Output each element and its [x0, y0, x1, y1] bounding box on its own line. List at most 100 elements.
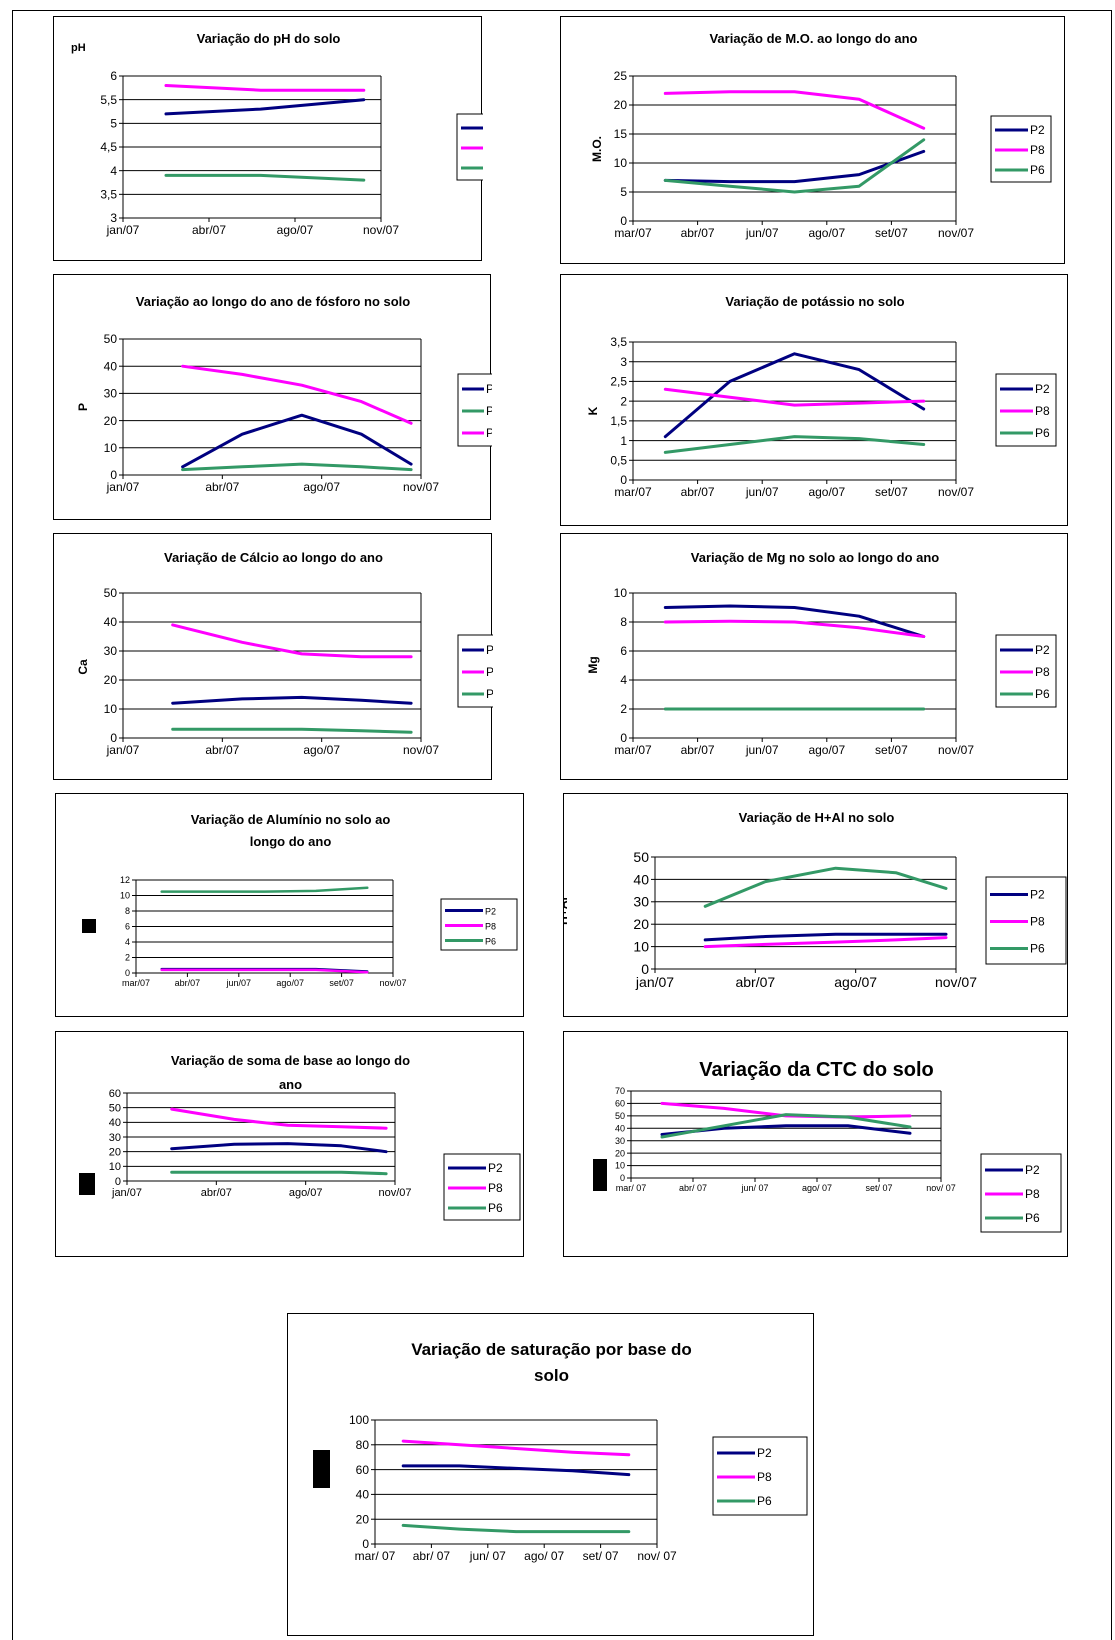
legend-label: P2: [488, 1161, 503, 1175]
y-tick-label: 60: [615, 1099, 625, 1109]
chart-hal: Variação de H+Al no solo 0 10 20 30 40 50 jan/0…: [563, 793, 1068, 1017]
x-tick-label: ago/07: [808, 743, 845, 757]
x-tick-label: ago/07: [277, 223, 314, 237]
series-line-p6: [171, 727, 413, 734]
y-tick-label: 6: [620, 644, 627, 658]
y-tick-label: 0: [620, 1173, 625, 1183]
x-tick-label: nov/07: [403, 743, 439, 757]
x-tick-label: jun/07: [745, 485, 779, 499]
chart-ctc-svg: Variação da CTC do solo 0 10 20 30 40 50 60 70 ma…: [593, 1059, 1062, 1233]
legend-label: P2: [1030, 888, 1045, 902]
y-tick-label: 40: [109, 1117, 121, 1129]
legend-label: P8: [486, 665, 493, 679]
legend-label: P2: [486, 382, 492, 396]
chart-title: Variação de Alumínio no solo ao: [191, 812, 391, 827]
y-label-box: [82, 919, 96, 933]
legend-label: P6: [1035, 687, 1050, 701]
legend-label: P6: [1030, 942, 1045, 956]
y-tick-label: 3,5: [610, 335, 627, 349]
series-line-p6: [160, 886, 369, 893]
y-tick-label: 8: [125, 906, 130, 916]
series-line-p2: [663, 149, 926, 184]
y-tick-label: 20: [633, 916, 649, 932]
chart-k-svg: Variação de potássio no solo 0 0,5 1 1,5 2 2,5…: [586, 294, 1057, 499]
y-tick-label: 30: [633, 894, 649, 910]
y-tick-label: 6: [110, 69, 117, 83]
x-tick-label: ago/07: [808, 226, 845, 240]
x-tick-label: ago/ 07: [524, 1549, 564, 1563]
y-tick-label: 50: [109, 1103, 121, 1115]
y-tick-label: 20: [614, 98, 628, 112]
chart-v-svg: Variação de saturação por base do solo 0 20…: [313, 1340, 808, 1563]
y-tick-label: 70: [615, 1086, 625, 1096]
x-tick-label: set/07: [875, 743, 908, 757]
series-line-p2: [401, 1464, 631, 1477]
x-tick-label: nov/ 07: [926, 1183, 956, 1193]
x-tick-label: jan/07: [635, 974, 674, 990]
chart-hal-content: Variação de H+Al no solo 0 10 20 30 40 50 jan/0…: [564, 810, 1067, 990]
y-tick-label: 20: [109, 1147, 121, 1159]
y-tick-label: 40: [615, 1123, 625, 1133]
legend-label: P8: [1025, 1187, 1040, 1201]
y-tick-label: 4,5: [100, 140, 117, 154]
y-tick-label: 4: [125, 937, 130, 947]
x-tick-label: ago/ 07: [802, 1183, 832, 1193]
legend-label: P2: [486, 643, 493, 657]
chart-v-content: Variação de saturação por base do solo 0 20…: [313, 1340, 808, 1563]
series-line-p6: [181, 462, 413, 472]
x-tick-label: jan/07: [106, 743, 140, 757]
chart-title: solo: [534, 1366, 569, 1385]
y-tick-label: 10: [104, 441, 118, 455]
x-tick-label: abr/07: [681, 226, 715, 240]
legend-label: P2: [1030, 123, 1045, 137]
y-tick-label: 20: [104, 673, 118, 687]
chart-title: Variação de H+Al no solo: [739, 810, 895, 825]
x-tick-label: set/07: [875, 485, 908, 499]
y-tick-label: 10: [633, 939, 649, 955]
legend-label: P8: [1030, 143, 1045, 157]
x-tick-label: nov/ 07: [637, 1549, 677, 1563]
series-line-p8: [663, 619, 926, 638]
x-tick-label: nov/07: [938, 226, 974, 240]
series-line-p8: [181, 364, 413, 425]
legend-label: P2: [485, 907, 496, 917]
legend-label: P2: [1025, 1163, 1040, 1177]
chart-al: Variação de Alumínio no solo ao longo do …: [55, 793, 524, 1017]
chart-title: Variação de potássio no solo: [725, 294, 904, 309]
x-tick-label: ago/07: [834, 974, 877, 990]
x-tick-label: jun/ 07: [469, 1549, 506, 1563]
y-tick-label: 3: [620, 355, 627, 369]
y-axis-label: M.O.: [590, 136, 604, 162]
x-tick-label: nov/07: [379, 978, 406, 988]
y-tick-label: 0: [362, 1537, 369, 1551]
legend-label: P6: [1030, 163, 1045, 177]
series-line-p2: [663, 352, 926, 439]
y-tick-label: 2,5: [610, 375, 627, 389]
x-tick-label: set/07: [329, 978, 354, 988]
y-tick-label: 0: [125, 968, 130, 978]
x-tick-label: jan/07: [106, 223, 140, 237]
chart-p-content: Variação ao longo do ano de fósforo no s…: [76, 294, 492, 494]
legend-label: P2: [757, 1446, 772, 1460]
x-tick-label: mar/07: [614, 226, 652, 240]
chart-title: ano: [279, 1077, 302, 1092]
chart-title: longo do ano: [250, 834, 332, 849]
y-tick-label: 0,5: [610, 453, 627, 467]
chart-title: Variação de Mg no solo ao longo do ano: [691, 550, 940, 565]
y-axis-label: K: [586, 406, 600, 415]
chart-al-content: Variação de Alumínio no solo ao longo do …: [82, 812, 518, 988]
y-axis-label: pH: [71, 42, 86, 54]
x-tick-label: mar/ 07: [355, 1549, 396, 1563]
chart-ca: Variação de Cálcio ao longo do ano 0 10 20 3…: [53, 533, 493, 780]
x-tick-label: ago/07: [303, 743, 340, 757]
series-line-p6: [663, 138, 926, 194]
chart-ph-svg: Variação do pH do solo 3 3,5 4 4,5 5 5,5 6 jan/0…: [71, 31, 483, 237]
y-tick-label: 20: [615, 1148, 625, 1158]
y-label-box: [593, 1159, 607, 1191]
chart-v: Variação de saturação por base do solo 0 20…: [287, 1313, 814, 1636]
y-tick-label: 10: [615, 1161, 625, 1171]
y-tick-label: 100: [349, 1413, 369, 1427]
y-label-box: [79, 1173, 95, 1195]
y-tick-label: 10: [614, 586, 628, 600]
legend-label: P8: [757, 1470, 772, 1484]
